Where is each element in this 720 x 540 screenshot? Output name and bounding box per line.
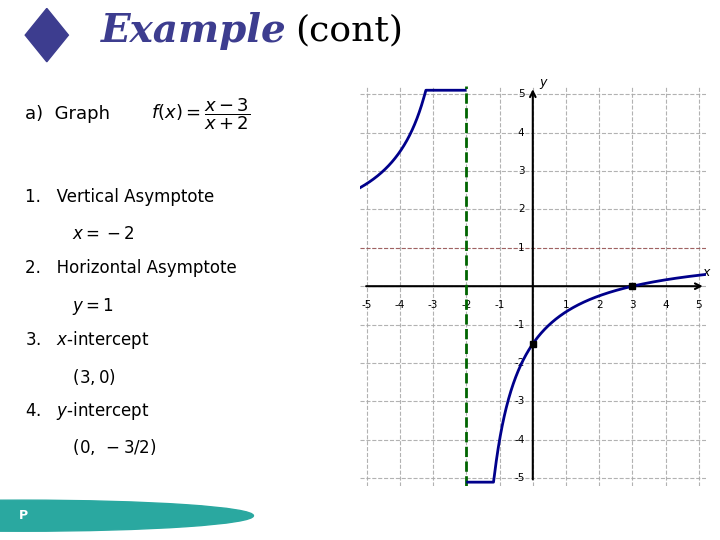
Text: 2: 2	[596, 300, 603, 309]
Text: Pearson: Pearson	[65, 508, 135, 523]
Text: 4: 4	[662, 300, 669, 309]
Text: $(3, 0)$: $(3, 0)$	[25, 367, 116, 387]
Text: 1: 1	[563, 300, 570, 309]
Text: -1: -1	[514, 320, 524, 329]
Text: $f(x) = \dfrac{x-3}{x+2}$: $f(x) = \dfrac{x-3}{x+2}$	[151, 97, 251, 132]
Text: 3: 3	[518, 166, 524, 176]
Text: 1.   Vertical Asymptote: 1. Vertical Asymptote	[25, 188, 215, 206]
Text: -5: -5	[514, 474, 524, 483]
Text: 2: 2	[518, 204, 524, 214]
Text: 5: 5	[518, 89, 524, 99]
Text: 3: 3	[629, 300, 636, 309]
Text: $(0,\; -3/2)$: $(0,\; -3/2)$	[25, 437, 156, 457]
Text: 3.   $x$-intercept: 3. $x$-intercept	[25, 329, 150, 351]
Text: 5: 5	[696, 300, 702, 309]
Text: 2.   Horizontal Asymptote: 2. Horizontal Asymptote	[25, 259, 237, 276]
Text: P: P	[19, 509, 27, 522]
Text: $x$: $x$	[702, 266, 712, 279]
Polygon shape	[25, 9, 68, 62]
Text: ALWAYS LEARNING: ALWAYS LEARNING	[230, 511, 335, 521]
Text: 4.   $y$-intercept: 4. $y$-intercept	[25, 400, 150, 422]
Text: Example: Example	[101, 12, 287, 50]
Circle shape	[0, 500, 253, 531]
Text: -3: -3	[514, 396, 524, 407]
Text: (cont): (cont)	[295, 14, 403, 48]
Text: 1: 1	[518, 243, 524, 253]
Text: -4: -4	[395, 300, 405, 309]
Text: 25: 25	[671, 506, 698, 525]
Text: -4: -4	[514, 435, 524, 445]
Text: 4: 4	[518, 127, 524, 138]
Text: -3: -3	[428, 300, 438, 309]
Text: $y = 1$: $y = 1$	[25, 296, 114, 317]
Text: $y$: $y$	[539, 77, 549, 91]
Text: Copyright © 2017 Pearson Education, Inc.: Copyright © 2017 Pearson Education, Inc.	[374, 511, 580, 521]
Text: -2: -2	[514, 358, 524, 368]
Text: -5: -5	[361, 300, 372, 309]
Text: $x = -2$: $x = -2$	[25, 225, 135, 244]
Text: a)  Graph: a) Graph	[25, 105, 110, 123]
Text: -2: -2	[461, 300, 472, 309]
Text: -1: -1	[495, 300, 505, 309]
